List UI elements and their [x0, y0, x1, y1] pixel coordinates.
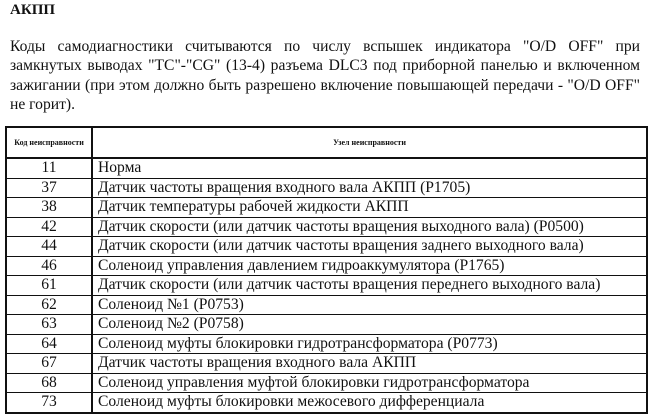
fault-description: Норма: [91, 157, 648, 179]
table-row: 42 Датчик скорости (или датчик частоты вр…: [5, 216, 648, 237]
fault-code: 62: [5, 294, 93, 315]
fault-description: Датчик скорости (или датчик частоты вращ…: [91, 275, 648, 296]
fault-description: Соленоид №2 (P0758): [91, 314, 648, 335]
fault-code: 46: [5, 255, 93, 276]
fault-code: 63: [5, 314, 93, 335]
fault-code: 37: [5, 177, 93, 198]
fault-codes-table: Код неисправности Узел неисправности 11 Н…: [5, 126, 648, 414]
table-row: 38 Датчик температуры рабочей жидкости АК…: [5, 197, 648, 218]
header-code: Код неисправности: [5, 126, 93, 159]
fault-code: 38: [5, 197, 93, 218]
fault-code: 42: [5, 216, 93, 237]
fault-description: Соленоид №1 (P0753): [91, 294, 648, 315]
fault-code: 68: [5, 372, 93, 393]
fault-description: Соленоид управления давлением гидроаккум…: [91, 255, 648, 276]
intro-paragraph: Коды самодиагностики считываются по числ…: [10, 38, 640, 113]
table-row: 11 Норма: [5, 157, 648, 179]
fault-description: Соленоид муфты блокировки межосевого диф…: [91, 392, 648, 413]
table-row: 46 Соленоид управления давлением гидроакк…: [5, 255, 648, 276]
table-row: 62 Соленоид №1 (P0753): [5, 294, 648, 315]
table-row: 63 Соленоид №2 (P0758): [5, 314, 648, 335]
header-node: Узел неисправности: [91, 126, 648, 159]
fault-code: 44: [5, 236, 93, 257]
table-row: 73 Соленоид муфты блокировки межосевого д…: [5, 392, 648, 413]
table-row: 37 Датчик частоты вращения входного вала …: [5, 177, 648, 198]
fault-description: Датчик скорости (или датчик частоты вращ…: [91, 236, 648, 257]
fault-description: Датчик частоты вращения входного вала АК…: [91, 177, 648, 198]
fault-description: Соленоид управления муфтой блокировки ги…: [91, 372, 648, 393]
fault-code: 11: [5, 157, 93, 179]
fault-description: Датчик частоты вращения входного вала АК…: [91, 353, 648, 374]
fault-description: Датчик температуры рабочей жидкости АКПП: [91, 197, 648, 218]
table-row: 64 Соленоид муфты блокировки гидротрансфо…: [5, 333, 648, 354]
table-row: 67 Датчик частоты вращения входного вала …: [5, 353, 648, 374]
fault-description: Соленоид муфты блокировки гидротрансформ…: [91, 333, 648, 354]
fault-code: 64: [5, 333, 93, 354]
section-title: АКПП: [10, 2, 56, 18]
table-header-row: Код неисправности Узел неисправности: [5, 126, 648, 159]
table-row: 44 Датчик скорости (или датчик частоты вр…: [5, 236, 648, 257]
table-row: 61 Датчик скорости (или датчик частоты вр…: [5, 275, 648, 296]
fault-code: 73: [5, 392, 93, 413]
fault-description: Датчик скорости (или датчик частоты вращ…: [91, 216, 648, 237]
fault-code: 67: [5, 353, 93, 374]
table-row: 68 Соленоид управления муфтой блокировки …: [5, 372, 648, 393]
fault-code: 61: [5, 275, 93, 296]
